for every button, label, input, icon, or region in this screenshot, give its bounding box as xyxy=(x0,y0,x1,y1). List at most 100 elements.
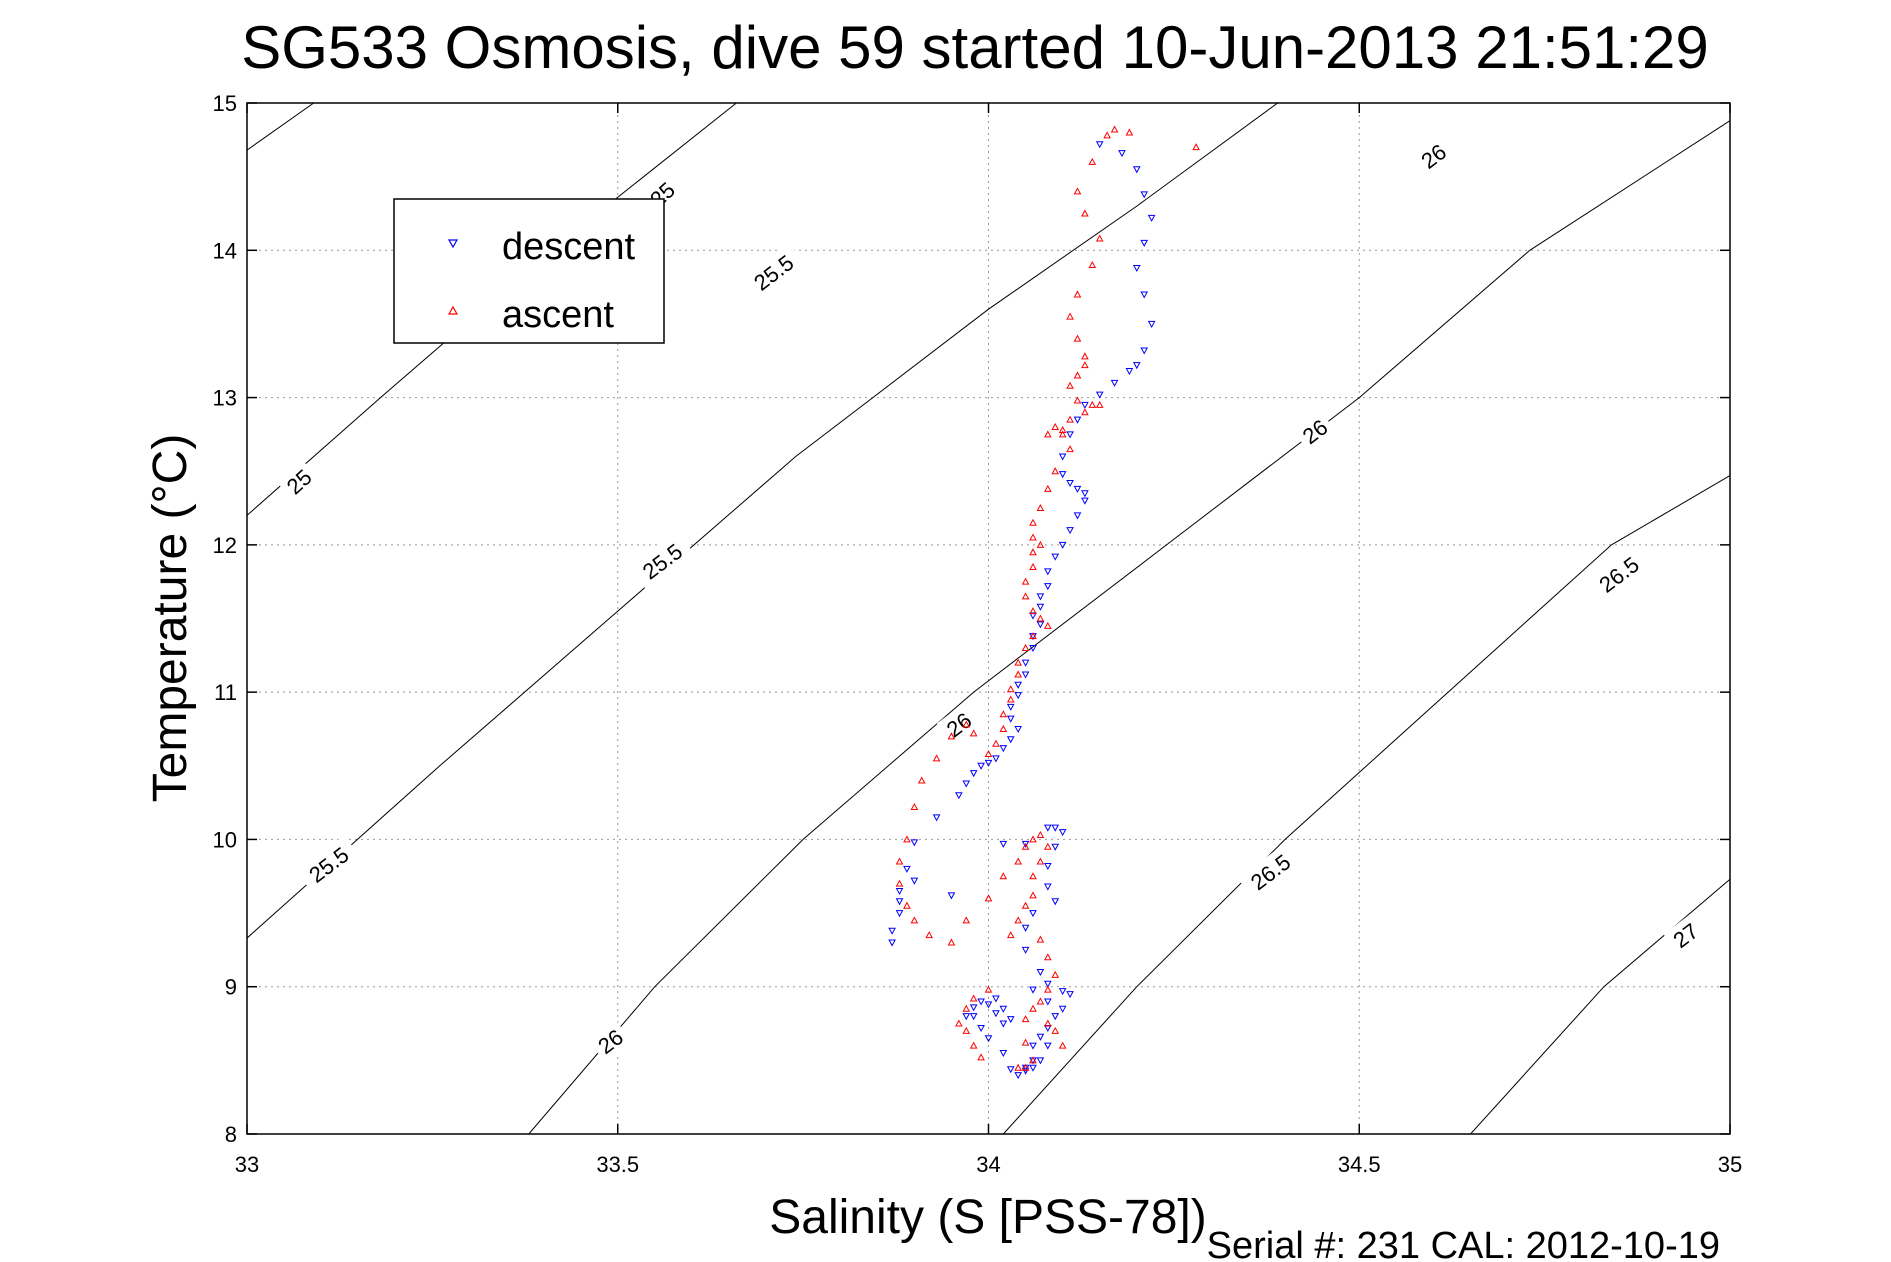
descent-point xyxy=(999,1005,1008,1013)
ascent-point xyxy=(969,729,978,737)
descent-point xyxy=(1043,568,1052,576)
descent-point xyxy=(984,759,993,767)
descent-point xyxy=(895,887,904,896)
ascent-point xyxy=(1095,400,1104,408)
descent-point xyxy=(1029,986,1037,994)
descent-point xyxy=(1043,998,1052,1006)
ascent-point xyxy=(1058,430,1067,438)
legend-ascent-marker xyxy=(447,305,459,315)
ascent-point xyxy=(1014,916,1023,924)
descent-point xyxy=(1058,1005,1067,1013)
ascent-point xyxy=(999,724,1008,732)
ascent-point xyxy=(1073,290,1082,298)
ascent-point xyxy=(1021,577,1030,585)
descent-point xyxy=(992,1010,1000,1018)
descent-point xyxy=(1036,621,1045,629)
descent-point xyxy=(1021,671,1030,679)
ascent-point xyxy=(992,739,1000,747)
ascent-point xyxy=(1014,658,1023,666)
descent-point xyxy=(1029,644,1037,653)
ascent-point xyxy=(1006,931,1015,939)
descent-point xyxy=(1081,490,1089,498)
ascent-point xyxy=(903,835,911,843)
density-contour-25 xyxy=(247,103,314,151)
ascent-point xyxy=(1043,621,1052,629)
ascent-point xyxy=(1043,430,1052,438)
ascent-point xyxy=(1036,614,1045,622)
ascent-point xyxy=(1021,1063,1030,1071)
descent-point xyxy=(1014,681,1023,689)
descent-point xyxy=(1125,368,1134,376)
ascent-point xyxy=(1066,381,1074,389)
descent-point xyxy=(1051,1013,1060,1021)
ascent-point xyxy=(1021,1038,1030,1046)
contour-label-backing xyxy=(629,531,695,591)
ascent-point xyxy=(1051,422,1060,431)
descent-point xyxy=(895,898,904,906)
descent-point xyxy=(1006,1066,1015,1074)
ascent-point xyxy=(1021,901,1030,909)
contour-label-26: 26 xyxy=(1292,409,1337,453)
ascent-point xyxy=(1029,632,1037,640)
ascent-point xyxy=(1014,857,1023,865)
y-tick-label: 11 xyxy=(214,680,237,705)
descent-point xyxy=(1043,583,1052,591)
descent-point xyxy=(999,1020,1008,1028)
ascent-point xyxy=(1125,128,1134,136)
ascent-point xyxy=(1029,607,1037,615)
descent-point xyxy=(1006,715,1015,723)
descent-point xyxy=(1095,141,1104,149)
contour-label-26: 26 xyxy=(936,703,981,746)
ascent-point xyxy=(1081,209,1089,217)
descent-point xyxy=(999,1049,1008,1058)
descent-point xyxy=(999,745,1008,753)
ascent-point xyxy=(947,938,956,946)
ascent-point xyxy=(999,872,1008,880)
descent-point xyxy=(1140,291,1149,299)
legend-descent-marker xyxy=(447,239,459,249)
descent-point xyxy=(1043,862,1052,870)
contour-label-text: 25 xyxy=(282,464,317,499)
ascent-point xyxy=(1029,518,1037,526)
ascent-point xyxy=(1058,425,1067,433)
descent-point xyxy=(1021,659,1030,667)
ascent-point xyxy=(977,1053,985,1061)
y-axis-label: Temperature (°C) xyxy=(144,434,197,803)
descent-point xyxy=(947,892,956,900)
descent-point xyxy=(888,939,896,947)
ascent-point xyxy=(1021,643,1030,651)
ascent-point xyxy=(984,985,993,993)
descent-point xyxy=(969,770,978,778)
descent-point xyxy=(1021,840,1030,848)
ascent-point xyxy=(962,720,971,728)
descent-point xyxy=(1147,320,1156,328)
descent-point xyxy=(1043,980,1052,988)
density-contour-27 xyxy=(1470,878,1730,1134)
ascent-point xyxy=(984,894,993,902)
ascent-point xyxy=(1029,548,1037,556)
y-tick-label: 14 xyxy=(213,238,237,263)
descent-point xyxy=(1036,603,1045,611)
ascent-point xyxy=(1088,260,1097,269)
ascent-point xyxy=(984,749,993,758)
ascent-point xyxy=(1073,334,1082,342)
descent-point xyxy=(1029,1064,1037,1072)
x-tick-label: 33 xyxy=(235,1152,259,1177)
descent-point xyxy=(1029,1042,1037,1050)
descent-point xyxy=(1058,453,1067,461)
descent-point xyxy=(1021,1067,1030,1075)
descent-point xyxy=(1118,150,1126,158)
x-tick-label: 34 xyxy=(976,1152,1000,1177)
descent-point xyxy=(1021,924,1030,932)
descent-point xyxy=(1058,541,1067,549)
contour-label-26.5: 26.5 xyxy=(1237,842,1303,902)
descent-point xyxy=(1029,910,1037,918)
descent-point xyxy=(1029,612,1037,620)
ascent-point xyxy=(1073,371,1082,379)
ascent-point xyxy=(962,916,971,924)
descent-point xyxy=(962,1013,971,1021)
legend-descent-label: descent xyxy=(502,226,636,268)
descent-point xyxy=(1006,736,1015,744)
ascent-point xyxy=(1043,484,1052,492)
